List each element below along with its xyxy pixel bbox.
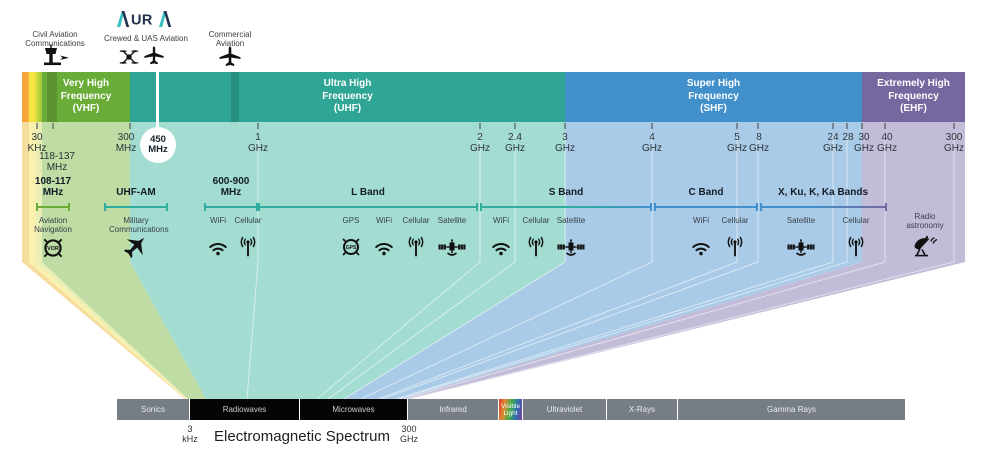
band-edge-stripes [22, 72, 42, 122]
satellite-icon [438, 238, 466, 258]
wifi-icon [207, 239, 229, 256]
freq-x-ku-k-ka-bands: X, Ku, K, Ka Bands [777, 187, 868, 198]
cellular-icon [407, 236, 425, 257]
range-118-137mhz: 118-137 MHz [39, 151, 75, 173]
commercial-aviation-label: Commercial Aviation [208, 30, 252, 48]
fighter-jet-icon [122, 233, 149, 260]
gps-icon [339, 235, 363, 259]
civil-aviation-label: Civil Aviation Communications [25, 30, 85, 48]
tick-28ghz: 28 [842, 132, 854, 143]
freq-s-band: S Band [548, 187, 584, 198]
service-cellular: Cellular [234, 216, 262, 225]
uhf-band: Ultra High Frequency (UHF) [130, 72, 565, 122]
cellular-icon [527, 236, 545, 257]
vor-icon [40, 235, 66, 261]
service-satellite: Satellite [556, 216, 586, 225]
tick-1ghz: 1 GHz [248, 132, 268, 154]
service-cellular: Cellular [721, 216, 749, 225]
tick-24ghz: 24 GHz [823, 132, 843, 154]
service-wifi: WiFi [376, 216, 392, 225]
em-spectrum-title: Electromagnetic Spectrum [214, 428, 390, 445]
aura-450mhz-line [156, 72, 159, 128]
commercial-aviation-band-marker [231, 72, 239, 122]
service-gps: GPS [342, 216, 360, 225]
vhf-band: Very High Frequency (VHF) [42, 72, 130, 122]
segment-sonics: Sonics [117, 399, 190, 420]
bar-tick-300ghz: 300 GHz [400, 424, 418, 444]
bar-tick-3khz: 3 kHz [182, 424, 198, 444]
bracket-l-band [258, 203, 478, 211]
service-military-communications: Military Communications [109, 216, 169, 234]
segment-microwaves: Microwaves [300, 399, 408, 420]
ehf-band: Extremely High Frequency (EHF) [862, 72, 965, 122]
tick-30khz: 30 KHz [27, 132, 47, 154]
service-satellite: Satellite [786, 216, 816, 225]
service-satellite: Satellite [437, 216, 467, 225]
freq-600-900: 600-900 MHz [212, 176, 250, 198]
service-cellular: Cellular [402, 216, 430, 225]
tick-30ghz: 30 GHz [854, 132, 874, 154]
service-cellular: Cellular [522, 216, 550, 225]
aura-450mhz-badge: 450 MHz [140, 127, 176, 163]
uas-plane-icon [143, 45, 165, 67]
wifi-icon [690, 239, 712, 256]
control-tower-icon [40, 43, 70, 67]
aura-logo: UR [117, 11, 172, 27]
tick-2ghz: 2 GHz [470, 132, 490, 154]
airliner-icon [218, 45, 242, 69]
service-aviation-navigation: Aviation Navigation [34, 216, 72, 234]
satellite-icon [557, 238, 585, 258]
bracket-uhf-am [104, 203, 168, 211]
tick-8ghz: 8 GHz [749, 132, 769, 154]
segment-infrared: Infrared [408, 399, 499, 420]
cellular-icon [726, 236, 744, 257]
tick-40ghz: 40 GHz [877, 132, 897, 154]
satellite-icon [787, 238, 815, 258]
tick-300ghz: 300 GHz [944, 132, 964, 154]
crewed-uas-aviation-label: Crewed & UAS Aviation [104, 34, 188, 43]
tick-4ghz: 4 GHz [642, 132, 662, 154]
logo-text: UR [131, 13, 153, 27]
segment-gamma-rays: Gamma Rays [678, 399, 905, 420]
tick-5ghz: 5 GHz [727, 132, 747, 154]
bracket-600-900 [204, 203, 258, 211]
wifi-icon [490, 239, 512, 256]
service-wifi: WiFi [210, 216, 226, 225]
bracket-s-band [480, 203, 652, 211]
spectrum-funnel-background [22, 122, 965, 399]
segment-x-rays: X-Rays [607, 399, 678, 420]
cellular-icon [847, 236, 865, 257]
bracket-c-band [654, 203, 758, 211]
service-radio-astronomy: Radio astronomy [906, 212, 944, 230]
shf-band: Super High Frequency (SHF) [565, 72, 862, 122]
freq-c-band: C Band [688, 187, 724, 198]
em-spectrum-bar: Sonics Radiowaves Microwaves Infrared Vi… [117, 399, 905, 420]
tick-3ghz: 3 GHz [555, 132, 575, 154]
bracket-108-117 [36, 203, 70, 211]
service-cellular: Cellular [842, 216, 870, 225]
service-wifi: WiFi [693, 216, 709, 225]
bracket-x-ku-k-ka [760, 203, 887, 211]
tick-300mhz: 300 MHz [115, 132, 137, 154]
wifi-icon [373, 239, 395, 256]
tick-2-4ghz: 2.4 GHz [505, 132, 525, 154]
segment-radiowaves: Radiowaves [190, 399, 300, 420]
service-wifi: WiFi [493, 216, 509, 225]
cellular-icon [239, 236, 257, 257]
freq-uhf-am: UHF-AM [116, 187, 156, 198]
freq-l-band: L Band [351, 187, 385, 198]
civil-aviation-band-marker [47, 72, 57, 122]
segment-visible-light: Visible Light [499, 399, 523, 420]
drone-icon [119, 47, 139, 67]
segment-ultraviolet: Ultraviolet [523, 399, 607, 420]
freq-108-117: 108-117 MHz [34, 176, 72, 198]
radio-telescope-icon [912, 234, 938, 258]
